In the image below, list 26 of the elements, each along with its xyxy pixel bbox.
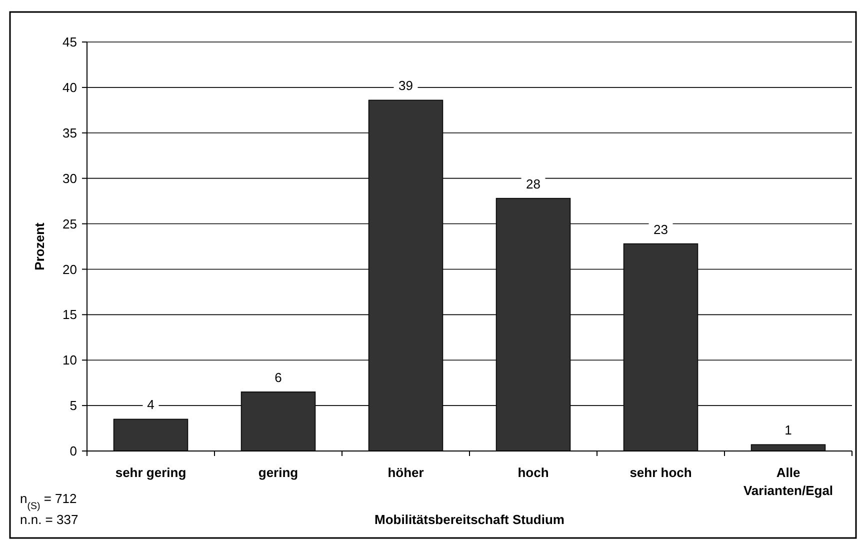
x-tick-label: hoch <box>518 465 549 480</box>
y-tick-label: 15 <box>62 307 77 322</box>
y-tick-label: 45 <box>62 34 77 50</box>
x-tick-label: Alle Varianten/Egal <box>743 465 834 498</box>
x-tick-label: sehr gering <box>115 465 186 480</box>
data-label: 4 <box>147 397 154 412</box>
y-tick-label: 40 <box>62 80 77 95</box>
y-tick-label: 25 <box>62 216 77 232</box>
x-axis-title: Mobilitätsbereitschaft Studium <box>374 512 564 527</box>
y-tick-label: 5 <box>70 398 77 414</box>
data-label: 23 <box>654 222 668 237</box>
y-tick-label: 0 <box>70 444 77 459</box>
text: n.n. = 337 <box>20 512 78 527</box>
data-label: 28 <box>526 176 540 192</box>
x-tick-label: sehr hoch <box>630 465 692 480</box>
x-tick-label: höher <box>388 465 424 480</box>
y-tick-label: 20 <box>62 262 77 277</box>
data-label: 39 <box>398 78 413 94</box>
y-axis-title: Prozent <box>32 222 47 270</box>
y-tick-label: 35 <box>62 125 77 140</box>
y-tick-label: 10 <box>62 352 77 368</box>
y-tick-label: 30 <box>62 170 77 186</box>
data-label: 1 <box>784 422 792 438</box>
x-tick-label: gering <box>258 465 298 480</box>
text: n$_{(S)}$ = 712 <box>20 491 77 512</box>
data-label: 6 <box>274 370 282 385</box>
